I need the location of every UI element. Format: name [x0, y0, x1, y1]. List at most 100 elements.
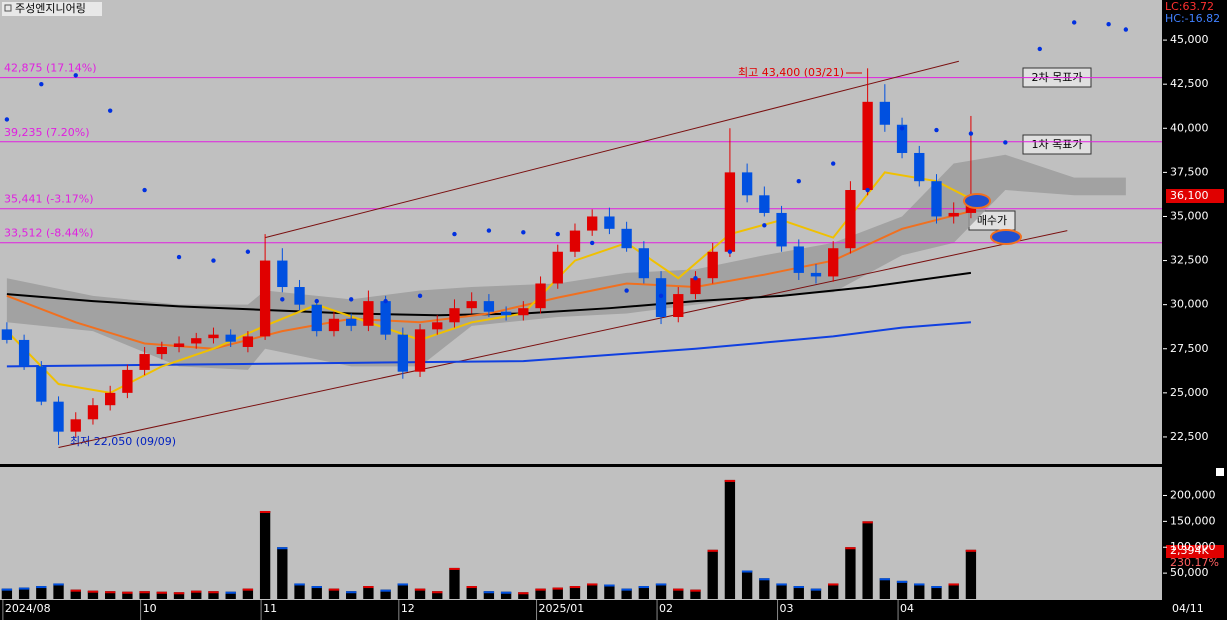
buy-label: 매수가 [977, 214, 1007, 227]
volume-bar [741, 570, 753, 599]
sar-dot [762, 223, 767, 228]
sar-dot [142, 187, 147, 193]
x-tick-label: 02 [659, 602, 673, 615]
x-tick-label: 11 [263, 602, 277, 615]
y-tick-label: 45,000 [1170, 33, 1209, 46]
volume-bar [500, 591, 512, 599]
x-tick-label: 10 [143, 602, 157, 615]
volume-cap [673, 588, 684, 591]
candle-body [70, 419, 81, 432]
candle-body [500, 311, 512, 316]
cursor-date: 04/11 [1172, 602, 1204, 615]
volume-bar [346, 591, 357, 599]
volume-cap [294, 583, 305, 586]
volume-cap [397, 583, 408, 586]
candle-body [397, 334, 408, 372]
y-tick-label: 32,500 [1170, 254, 1209, 267]
candle-body [741, 172, 753, 196]
volume-bar [621, 588, 632, 599]
candle-body [569, 230, 581, 252]
candle-body [173, 343, 185, 347]
sar-dot [727, 249, 733, 254]
right-axis [1163, 0, 1227, 620]
title-icon [4, 4, 12, 12]
candle-body [466, 301, 477, 309]
candle-body [518, 308, 529, 316]
volume-bar [552, 587, 563, 599]
buy-marker [990, 229, 1022, 245]
volume-bar [518, 592, 529, 599]
volume-bar [139, 591, 150, 599]
sar-dot [73, 73, 78, 78]
volume-cap [518, 592, 529, 595]
volume-cap [810, 588, 822, 591]
volume-cap [500, 591, 512, 594]
sar-dot [865, 187, 870, 193]
candle-body [346, 318, 357, 326]
sar-dot [486, 228, 492, 233]
volume-cap [741, 570, 753, 573]
candle-body [277, 260, 288, 288]
sar-dot [39, 81, 44, 87]
candle-body [690, 278, 701, 295]
sar-dot [555, 231, 560, 237]
volume-bar [948, 583, 959, 599]
chart-title: 주성엔지니어링 [15, 2, 86, 15]
sar-dot [1003, 140, 1008, 145]
volume-bar [53, 583, 64, 599]
volume-cap [759, 578, 770, 581]
volume-bar [173, 592, 185, 599]
volume-cap [173, 592, 185, 595]
volume-cap [483, 591, 495, 594]
volume-bar [638, 586, 649, 599]
volume-bar [70, 589, 81, 599]
candle-body [225, 334, 236, 342]
volume-cap [638, 586, 649, 589]
volume-cap [105, 591, 116, 594]
volume-bar [931, 586, 942, 599]
sar-dot [1037, 46, 1042, 52]
panel-close[interactable] [1216, 468, 1224, 476]
volume-cap [655, 583, 667, 586]
candle-body [879, 101, 891, 125]
volume-bar [604, 584, 615, 599]
volume-cap [793, 586, 804, 589]
y2-tick-label: 50,000 [1170, 566, 1209, 579]
volume-bar [122, 591, 133, 599]
volume-cap [432, 591, 443, 594]
target1-box [1022, 134, 1092, 155]
volume-bar [793, 586, 804, 599]
candle-body [87, 405, 99, 420]
candle-body [707, 251, 718, 279]
volume-cap [122, 591, 133, 594]
sar-dot [107, 108, 113, 113]
volume-cap [690, 589, 701, 592]
price-panel [0, 0, 1162, 464]
volume-cap [346, 591, 357, 594]
last-price-box [1166, 189, 1224, 203]
volume-cap [363, 586, 374, 589]
volume-bar [18, 587, 30, 599]
volume-bar [87, 590, 99, 599]
candle-body [328, 318, 340, 332]
candle-body [449, 308, 460, 323]
sar-dot [1072, 20, 1077, 25]
sar-dot [624, 288, 629, 293]
sar-dot [589, 240, 595, 246]
volume-bar [673, 588, 684, 599]
volume-bar [156, 591, 167, 599]
volume-bar [810, 588, 822, 599]
x-tick-label: 03 [780, 602, 794, 615]
candle-body [294, 287, 305, 305]
candle-body [896, 124, 908, 153]
x-tick-label: 2025/01 [539, 602, 585, 615]
candle-body [621, 228, 632, 249]
sar-dot [899, 126, 905, 131]
volume-cap [259, 511, 271, 513]
candle-body [1, 329, 13, 340]
volume-bar [1, 588, 13, 599]
candle-body [914, 152, 925, 182]
candle-body [363, 301, 374, 326]
y2-tick-label: 100,000 [1170, 540, 1216, 553]
y-tick-label: 22,500 [1170, 430, 1209, 443]
